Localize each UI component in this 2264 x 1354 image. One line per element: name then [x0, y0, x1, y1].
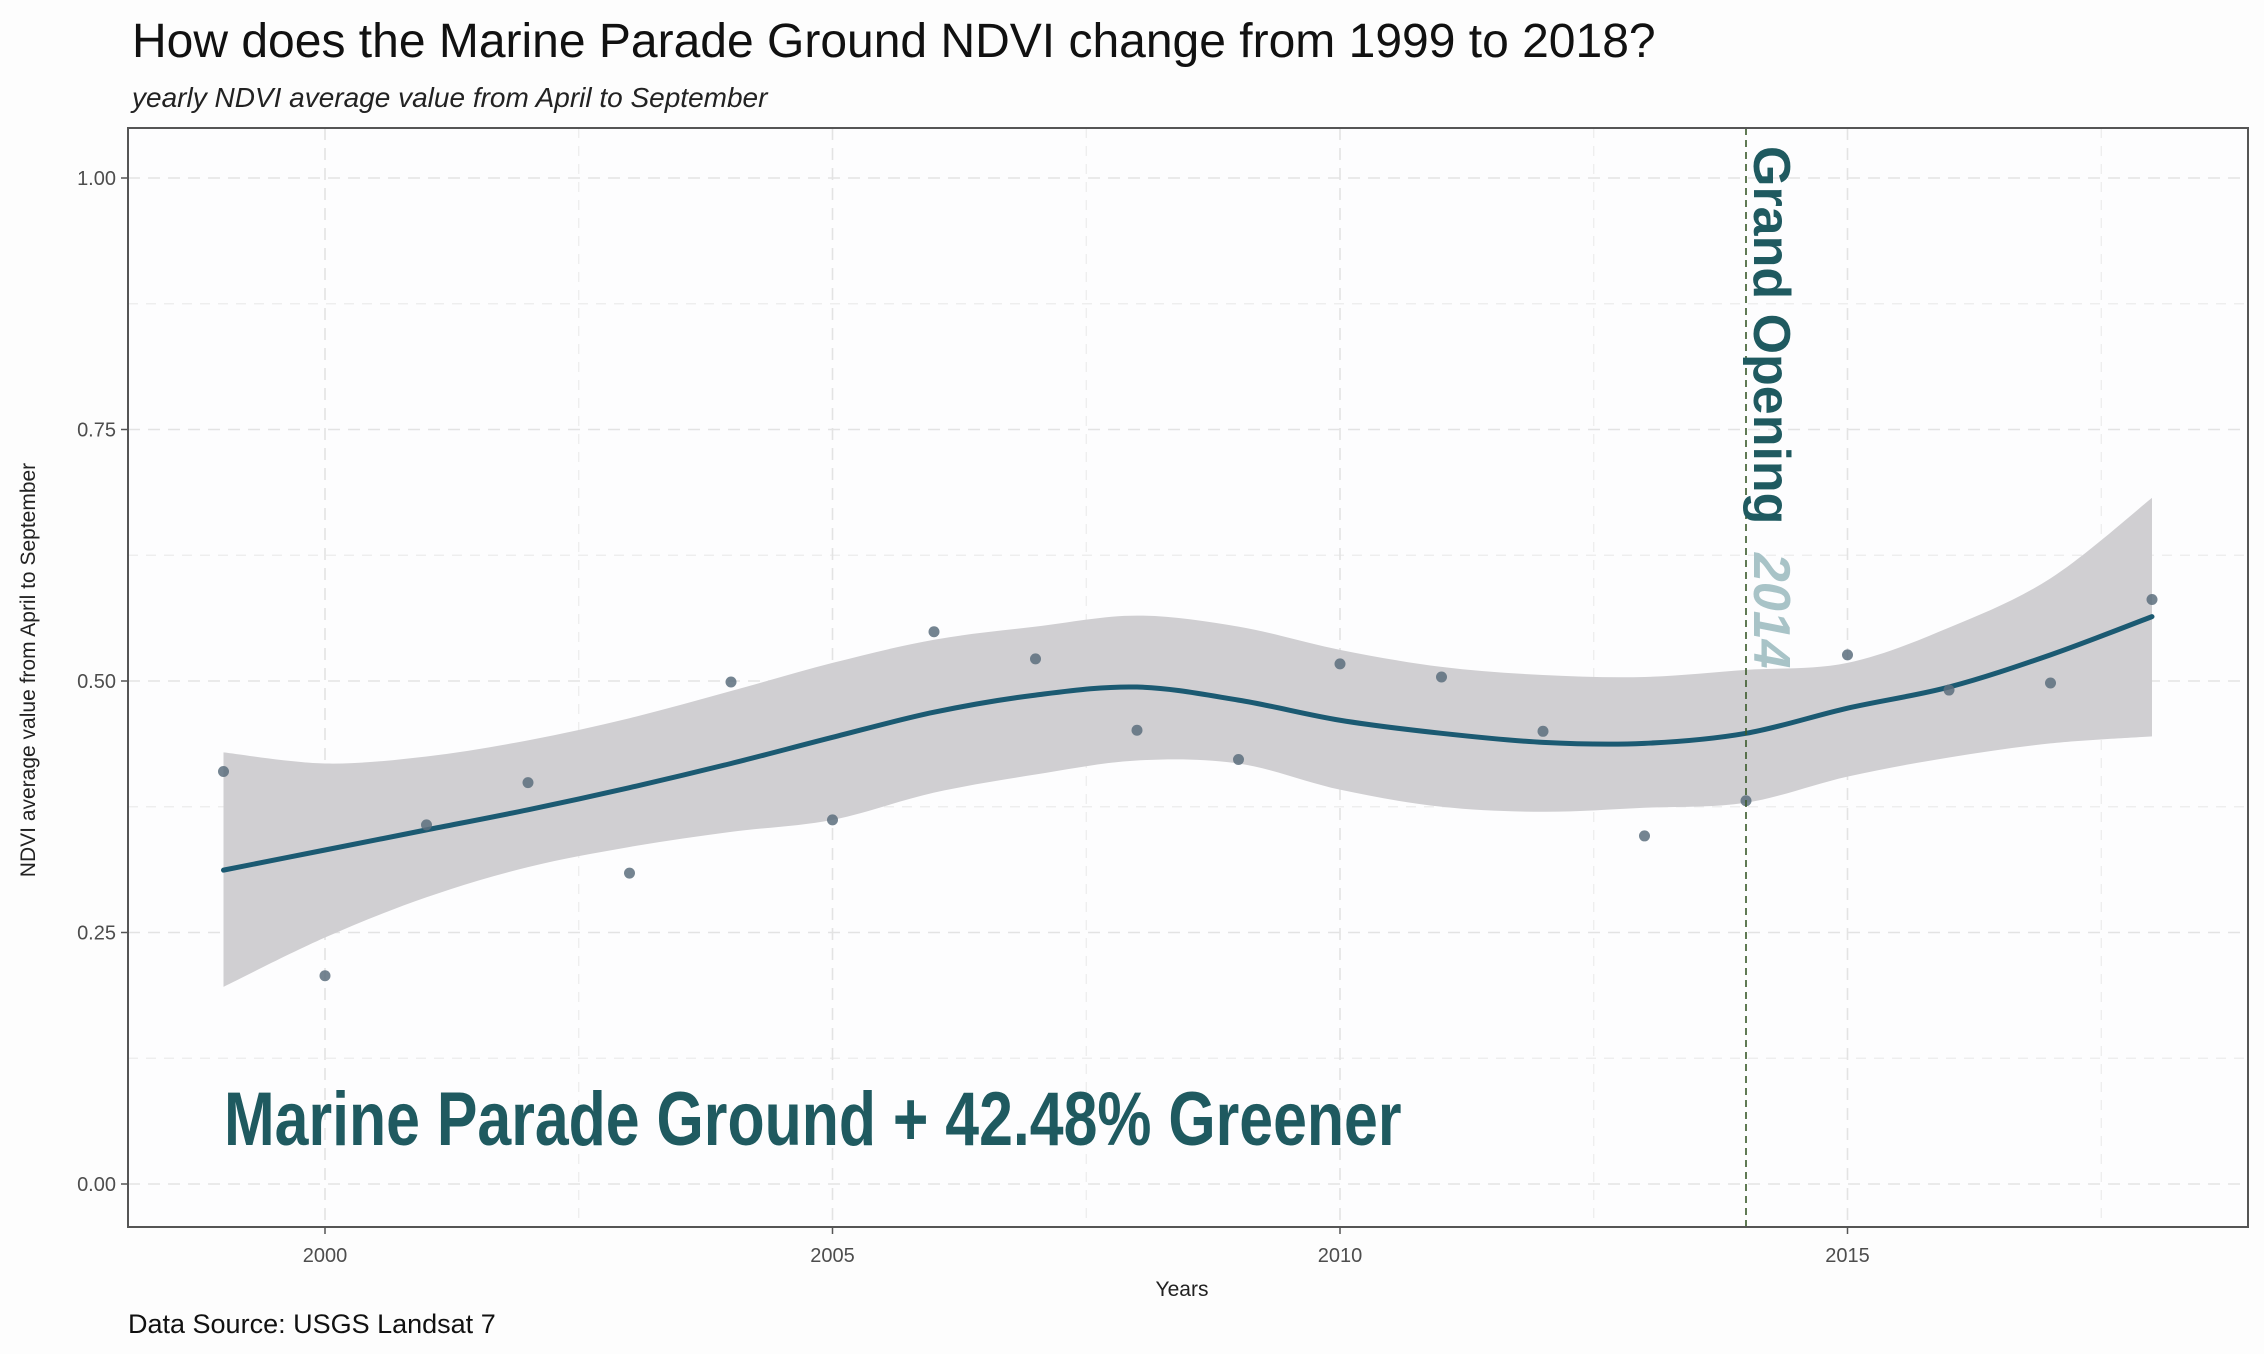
- grand-opening-year: 2014: [1742, 552, 1800, 669]
- data-point: [522, 777, 534, 789]
- grand-opening-label: Grand Opening: [1742, 146, 1800, 524]
- data-point: [319, 970, 331, 982]
- data-point: [1436, 671, 1447, 683]
- data-point: [1842, 649, 1853, 661]
- data-point: [1537, 725, 1549, 737]
- plot-panel: Grand Opening 2014 Marine Parade Ground …: [127, 127, 2249, 1228]
- data-point: [928, 626, 940, 638]
- x-tick-label: 2010: [1318, 1245, 1363, 1267]
- data-point: [1030, 653, 1041, 665]
- data-point: [624, 867, 635, 879]
- x-axis-title: Years: [1156, 1278, 1209, 1301]
- smooth-line: [221, 614, 2155, 873]
- data-point: [1131, 724, 1143, 736]
- data-point: [421, 819, 432, 831]
- chart-subtitle: yearly NDVI average value from April to …: [130, 82, 769, 113]
- data-point: [1943, 684, 1955, 696]
- data-points: [218, 594, 2158, 982]
- data-point: [827, 814, 838, 826]
- panel-border: [127, 127, 2249, 1228]
- chart-title: How does the Marine Parade Ground NDVI c…: [132, 15, 1656, 68]
- data-point: [2045, 677, 2056, 689]
- data-point: [218, 766, 229, 778]
- data-point: [2146, 594, 2158, 606]
- grand-opening-annotation: Grand Opening 2014: [1742, 146, 1800, 669]
- data-point: [1334, 658, 1346, 670]
- data-point: [1233, 753, 1244, 765]
- y-tick-label: 0.75: [77, 420, 116, 442]
- y-tick-label: 0.00: [77, 1174, 116, 1196]
- data-point: [725, 676, 737, 688]
- y-tick-label: 1.00: [77, 168, 116, 190]
- x-tick-label: 2000: [303, 1245, 348, 1267]
- data-source-caption: Data Source: USGS Landsat 7: [128, 1309, 496, 1339]
- y-tick-label: 0.50: [77, 671, 116, 693]
- confidence-band: [223, 497, 2152, 987]
- x-tick-label: 2005: [810, 1245, 855, 1267]
- x-axis: 2000 2005 2010 2015: [303, 1227, 1870, 1267]
- y-axis: 0.00 0.25 0.50 0.75 1.00: [77, 168, 128, 1196]
- y-axis-title: NDVI average value from April to Septemb…: [17, 463, 40, 877]
- y-tick-label: 0.25: [77, 923, 116, 945]
- x-tick-label: 2015: [1825, 1245, 1870, 1267]
- greener-annotation: Marine Parade Ground + 42.48% Greener: [224, 1077, 1402, 1162]
- data-point: [1639, 830, 1650, 842]
